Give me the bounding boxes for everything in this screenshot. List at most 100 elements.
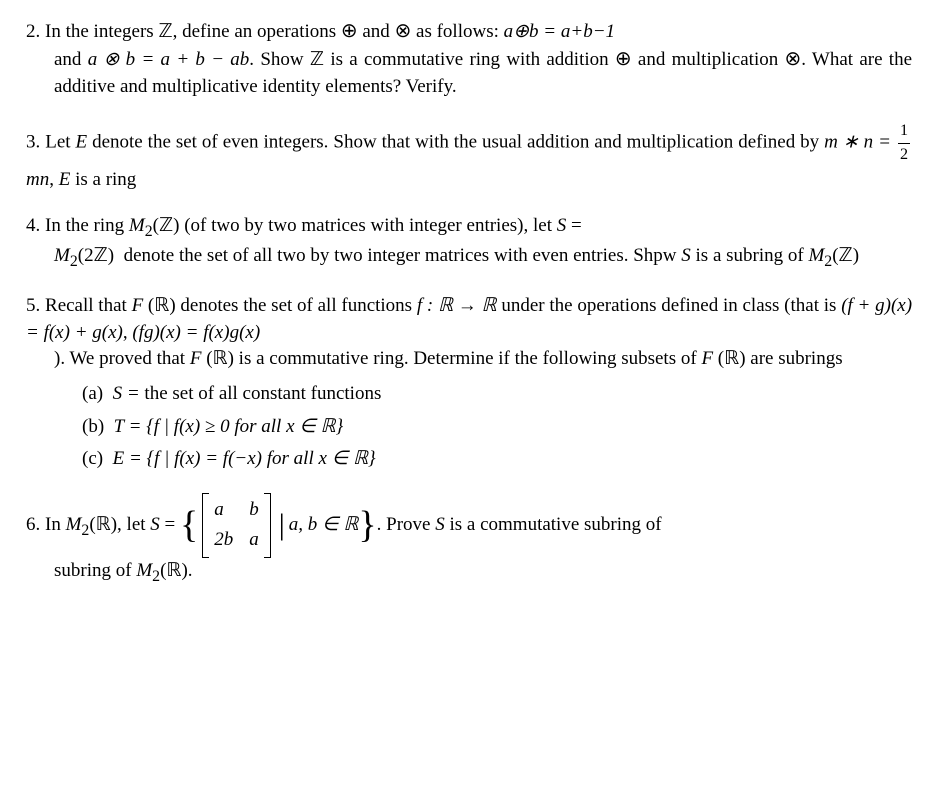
sub-eq: S = [113,383,145,404]
sub-label: (a) [82,383,103,404]
fraction: 12 [898,120,910,166]
text: In the integers [45,21,158,42]
text: , [123,322,133,343]
text: are subrings [746,348,843,369]
text: subring of [54,560,136,581]
eq: = [566,215,581,236]
equation: a⊕b = a+b−1 [504,21,615,42]
fraction-denominator: 2 [898,144,910,167]
subscript: 2 [70,253,78,270]
var-S: S [681,245,691,266]
text: Let [45,132,75,153]
problem-2: 2. In the integers ℤ, define an operatio… [26,18,912,100]
problem-body: M2(2ℤ) denote the set of all two by two … [26,243,912,273]
matrix-grid: a b 2b a [210,493,263,558]
paren: ( [201,348,212,369]
matrix-cell: b [249,497,259,524]
problem-5: 5. Recall that F (ℝ) denotes the set of … [26,293,912,473]
symbol-F: F [701,348,713,369]
symbol-F: F [190,348,202,369]
problem-3: 3. Let E denote the set of even integers… [26,120,912,193]
text: In the ring [45,215,129,236]
symbol-M: M [808,245,824,266]
text: . Prove [377,514,436,535]
var-E: E [76,132,88,153]
var-E: E [59,169,71,190]
fn-def: f : ℝ → ℝ [417,295,497,316]
set-condition: a, b ∈ ℝ [289,512,359,539]
text: . [188,560,193,581]
problem-body: ). We proved that F (ℝ) is a commutative… [26,346,912,472]
symbol-R: ℝ [96,514,111,535]
text: denote the set of all two by two integer… [119,245,681,266]
text: is a commutative subring of [445,514,662,535]
text: and [358,21,395,42]
fraction-numerator: 1 [898,120,910,144]
text: , let [117,514,150,535]
var-S: S [557,215,567,236]
symbol-Z: ℤ [159,215,173,236]
sublist: (a) S = the set of all constant function… [54,381,912,473]
symbol-M: M [66,514,82,535]
text: Recall that [45,295,132,316]
problem-number: 2. [26,21,40,42]
text: is a subring of [691,245,809,266]
text: and [54,49,88,70]
matrix-cell: 2b [214,527,233,554]
symbol-otimes: ⊗ [395,20,412,42]
eq: = [160,514,180,535]
text: denotes the set of all functions [176,295,417,316]
symbol-R: ℝ [724,348,739,369]
var-S: S [435,514,445,535]
subitem-c: (c) E = {f | f(x) = f(−x) for all x ∈ ℝ} [82,446,912,473]
sub-text: the set of all constant functions [144,383,381,404]
symbol-Z: ℤ [839,245,853,266]
symbol-M: M [54,245,70,266]
paren: ( [713,348,724,369]
problem-body: subring of M2(ℝ). [26,558,912,588]
text: is a commutative ring with addition [324,49,615,70]
paren: ) [108,245,114,266]
text: ). We proved that [54,348,190,369]
equation: m ∗ n = [824,132,896,153]
problem-6: 6. In M2(ℝ), let S = { a b 2b a | a, b ∈… [26,493,912,588]
problem-number: 4. [26,215,40,236]
paren: ( [143,295,154,316]
symbol-R: ℝ [166,560,181,581]
symbol-Z: ℤ [158,21,172,42]
equation: (fg)(x) = f(x)g(x) [132,322,260,343]
paren: ) [853,245,859,266]
equation: a ⊗ b = a + b − ab [88,49,250,70]
text: In [45,514,66,535]
matrix-cell: a [249,527,259,554]
matrix: a b 2b a [202,493,271,558]
sub-eq: E = {f | f(x) = f(−x) for all x ∈ ℝ} [113,448,376,469]
brace-close-icon: } [358,506,376,544]
text: is a ring [70,169,136,190]
text: denote the set of even integers. Show th… [87,132,824,153]
text: and multiplication [632,49,785,70]
symbol-F: F [132,295,144,316]
problem-4: 4. In the ring M2(ℤ) (of two by two matr… [26,213,912,273]
problem-number: 3. [26,132,40,153]
subscript: 2 [152,568,160,585]
bar-icon: | [275,510,289,540]
subscript: 2 [145,223,153,240]
symbol-Z: ℤ [310,49,324,70]
subitem-b: (b) T = {f | f(x) ≥ 0 for all x ∈ ℝ} [82,414,912,441]
symbol-2Z: 2ℤ [84,245,108,266]
sub-eq: T = {f | f(x) ≥ 0 for all x ∈ ℝ} [114,416,344,437]
text: . Show [249,49,310,70]
symbol-M: M [129,215,145,236]
matrix-cell: a [214,497,233,524]
text: (of two by two matrices with integer ent… [179,215,556,236]
brace-open-icon: { [180,506,198,544]
text: as follows: [411,21,503,42]
set-definition: { a b 2b a | a, b ∈ ℝ } [180,493,377,558]
text: under the operations defined in class (t… [497,295,842,316]
var-S: S [150,514,160,535]
text: is a commutative ring. Determine if the … [234,348,702,369]
symbol-otimes: ⊗ [785,48,802,70]
sub-label: (c) [82,448,103,469]
subitem-a: (a) S = the set of all constant function… [82,381,912,408]
